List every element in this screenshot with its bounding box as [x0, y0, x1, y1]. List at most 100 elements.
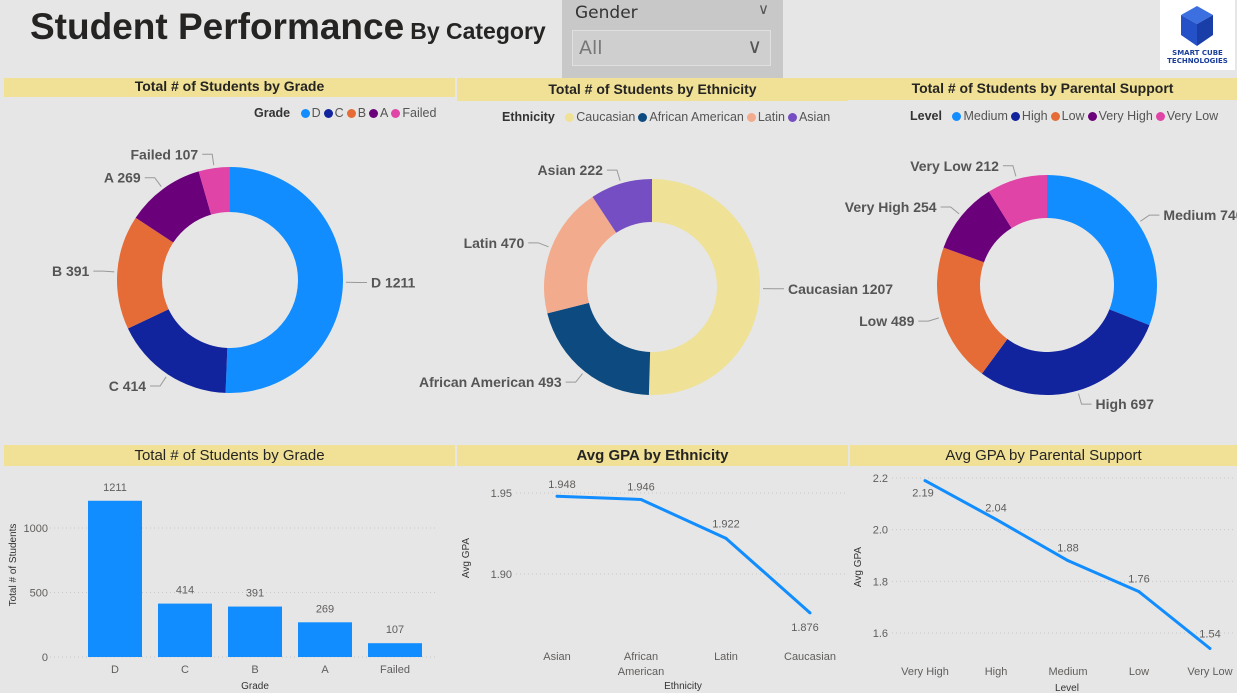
legend-label: C — [334, 106, 344, 120]
legend-item[interactable]: Very High — [1087, 109, 1153, 123]
x-tick-label: Asian — [543, 651, 571, 663]
legend-label: African American — [649, 110, 744, 124]
legend-dot-icon — [1087, 112, 1097, 121]
donut-slice — [198, 167, 230, 215]
bar-data-label: 391 — [246, 588, 264, 600]
bar-data-label: 107 — [386, 624, 404, 636]
y-tick-label: 1.90 — [491, 569, 512, 581]
legend-title: Ethnicity — [502, 110, 555, 124]
logo-text-1: SMART CUBE — [1172, 49, 1223, 57]
line-point — [555, 494, 559, 498]
legend-label: Asian — [798, 110, 831, 124]
donut-slice — [937, 247, 1008, 374]
donut-slice — [943, 191, 1012, 263]
donut-data-label: Latin 470 — [464, 235, 525, 251]
donut-slice — [116, 217, 174, 329]
legend-dot-icon — [1050, 112, 1060, 121]
line-series — [556, 494, 811, 615]
leader-line — [918, 317, 940, 322]
bar — [368, 643, 422, 657]
y-tick-label: 500 — [30, 588, 48, 600]
legend-dot-icon — [300, 109, 310, 118]
x-tick-label: Low — [1129, 666, 1149, 678]
x-tick-label: D — [111, 664, 119, 676]
legend-dot-icon — [746, 113, 756, 122]
donut-data-label: High 697 — [1096, 396, 1155, 412]
legend-item[interactable]: Latin — [746, 110, 785, 124]
legend-item[interactable]: Very Low — [1155, 109, 1218, 123]
y-tick-label: 1.6 — [873, 628, 888, 640]
legend-label: B — [357, 106, 367, 120]
legend-label: D — [311, 106, 321, 120]
y-axis-title: Total # of Students — [8, 524, 19, 607]
line-data-label: 1.76 — [1128, 574, 1149, 586]
leader-line — [1002, 165, 1017, 177]
cube-icon — [1181, 6, 1213, 46]
chevron-down-icon[interactable]: ∨ — [758, 0, 769, 18]
legend-dot-icon — [952, 112, 962, 121]
bar — [298, 622, 352, 657]
line-point — [1208, 647, 1212, 650]
legend-item[interactable]: D — [300, 106, 321, 120]
legend-item[interactable]: A — [369, 106, 388, 120]
legend-dot-icon — [787, 113, 797, 122]
legend-item[interactable]: C — [323, 106, 344, 120]
line-point — [808, 611, 812, 615]
x-axis-title: Ethnicity — [664, 681, 702, 692]
chart-title-gpa-parental: Avg GPA by Parental Support — [850, 445, 1237, 466]
page-title: Student Performance By Category — [30, 6, 546, 48]
leader-line — [202, 153, 215, 166]
legend-item[interactable]: High — [1010, 109, 1048, 123]
gender-dropdown[interactable]: All ∨ — [572, 30, 771, 66]
leader-line — [606, 169, 621, 181]
donut-slice — [225, 167, 344, 393]
x-tick-label: Latin — [714, 651, 738, 663]
y-axis-title: Avg GPA — [853, 547, 864, 588]
donut-data-label: African American 493 — [419, 374, 562, 390]
bar — [228, 606, 282, 657]
donut-data-label: Medium 740 — [1163, 207, 1237, 223]
bar-data-label: 1211 — [103, 482, 127, 494]
x-tick-label: A — [321, 664, 329, 676]
x-tick-label: Very Low — [1187, 666, 1232, 678]
legend-item[interactable]: Low — [1050, 109, 1085, 123]
x-tick-label: African — [624, 651, 658, 663]
legend-item[interactable]: African American — [638, 110, 744, 124]
title-main: Student Performance — [30, 6, 405, 47]
legend-title: Grade — [254, 106, 291, 120]
y-axis-title: Avg GPA — [461, 538, 472, 579]
leader-line — [144, 177, 162, 187]
title-subtitle: By Category — [410, 18, 546, 44]
line-data-label: 2.04 — [985, 502, 1006, 514]
line-point — [1137, 590, 1141, 594]
legend-dot-icon — [346, 109, 356, 118]
legend-grade: Grade D C B A Failed — [254, 106, 439, 120]
legend-label: Latin — [757, 110, 785, 124]
legend-dot-icon — [391, 109, 401, 118]
legend-item[interactable]: Medium — [952, 109, 1008, 123]
legend-item[interactable]: Caucasian — [565, 110, 635, 124]
legend-label: A — [380, 106, 389, 120]
x-tick-label: Failed — [380, 664, 410, 676]
legend-item[interactable]: B — [346, 106, 367, 120]
logo-text-2: TECHNOLOGIES — [1167, 57, 1228, 65]
donut-data-label: Low 489 — [859, 313, 914, 329]
y-tick-label: 2.2 — [873, 473, 888, 485]
chart-title-gpa-ethnicity: Avg GPA by Ethnicity — [457, 445, 848, 466]
gender-slicer[interactable]: Gender ∨ All ∨ — [562, 0, 783, 78]
leader-line — [528, 242, 549, 248]
slicer-label: Gender — [575, 3, 638, 23]
legend-parental: Level Medium High Low Very High Very Low — [910, 109, 1221, 123]
chart-title-grade-bar: Total # of Students by Grade — [4, 445, 455, 466]
legend-label: Failed — [402, 106, 437, 120]
line-point — [994, 517, 998, 521]
y-tick-label: 2.0 — [873, 525, 888, 537]
donut-data-label: B 391 — [52, 263, 90, 279]
legend-item[interactable]: Failed — [391, 106, 436, 120]
legend-item[interactable]: Asian — [787, 110, 831, 124]
company-logo: SMART CUBE TECHNOLOGIES — [1160, 0, 1235, 70]
legend-label: High — [1021, 109, 1048, 123]
legend-label: Caucasian — [576, 110, 636, 124]
legend-dot-icon — [369, 109, 379, 118]
